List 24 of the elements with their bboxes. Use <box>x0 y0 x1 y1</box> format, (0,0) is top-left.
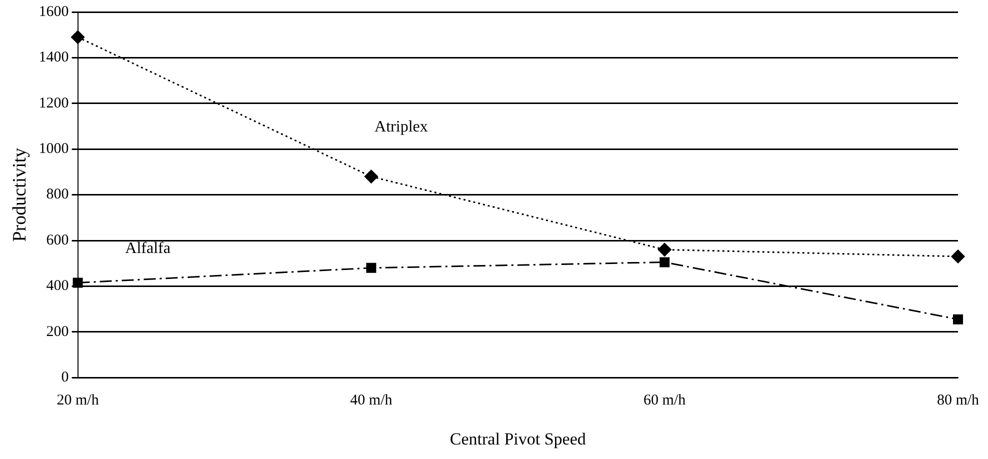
point <box>953 314 963 324</box>
y-tick-label: 600 <box>46 232 69 248</box>
series-label: Alfalfa <box>125 240 170 257</box>
point <box>366 262 376 273</box>
y-tick-label: 1400 <box>38 50 69 66</box>
y-tick-label: 400 <box>46 278 69 294</box>
x-axis-title: Central Pivot Speed <box>450 429 586 448</box>
y-tick-label: 0 <box>61 370 69 386</box>
point <box>660 257 670 268</box>
x-tick-label: 80 m/h <box>936 392 980 409</box>
y-tick-label: 1600 <box>38 4 69 20</box>
point <box>71 30 85 44</box>
text: Atriplex <box>374 118 428 136</box>
y-tick-label: 200 <box>46 324 69 340</box>
y-tick-label: 1200 <box>38 95 69 112</box>
point <box>951 250 965 264</box>
x-tick-label: 20 m/h <box>56 392 100 409</box>
y-tick-label: 1000 <box>38 141 69 158</box>
y-axis-title: Productivity <box>9 147 30 242</box>
x-tick-label: 60 m/h <box>644 392 686 409</box>
point <box>364 170 378 184</box>
x-tick-label: 40 m/h <box>350 392 393 409</box>
y-tick-label: 800 <box>46 186 69 203</box>
point <box>658 242 672 256</box>
